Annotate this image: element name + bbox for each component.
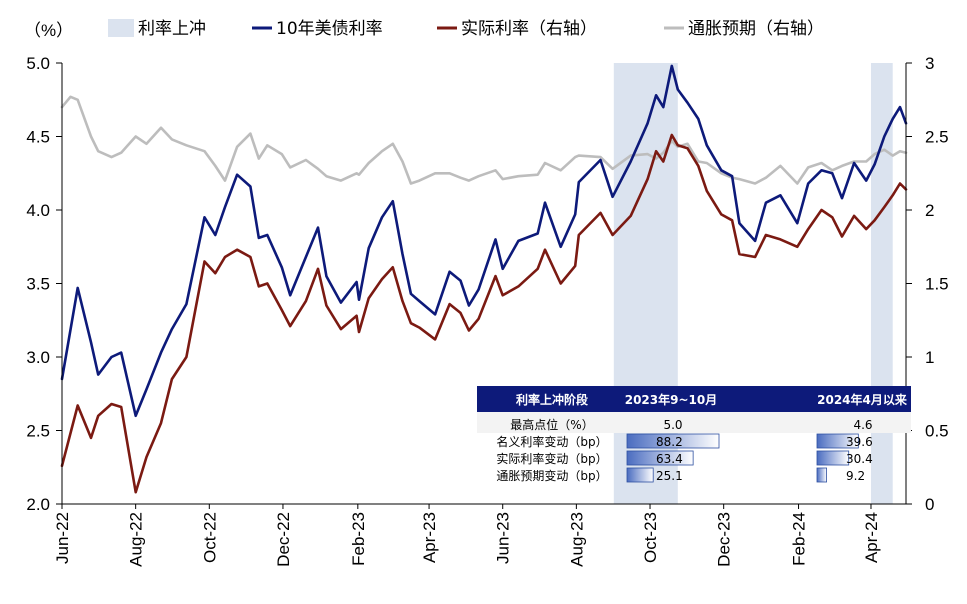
x-tick-label-6: Jun-23 bbox=[494, 512, 513, 564]
table-value-3-1: 9.2 bbox=[846, 469, 865, 483]
right-tick-label-1: 0.5 bbox=[925, 422, 949, 441]
x-tick-label-5: Apr-23 bbox=[420, 512, 439, 563]
table-header-2: 2024年4月以来 bbox=[817, 392, 908, 407]
x-tick-label-11: Apr-24 bbox=[862, 512, 881, 563]
right-axis-ticks: 0 0.5 1 1.5 2 2.5 3 bbox=[906, 54, 949, 514]
right-tick-label-2: 1 bbox=[925, 348, 934, 367]
shaded-period-1 bbox=[870, 63, 893, 504]
left-tick-label-0: 2.0 bbox=[26, 495, 50, 514]
right-tick-label-4: 2 bbox=[925, 201, 934, 220]
series-line-2 bbox=[60, 95, 908, 185]
series-lines bbox=[60, 64, 908, 494]
left-axis-ticks: 2.0 2.5 3.0 3.5 4.0 4.5 5.0 bbox=[26, 54, 62, 514]
x-tick-label-0: Jun-22 bbox=[53, 512, 72, 564]
axes: 2.0 2.5 3.0 3.5 4.0 4.5 5.0 0 0.5 1 1.5 2 2.5 3 Jun-… bbox=[26, 54, 948, 567]
table-bar-3-1 bbox=[816, 467, 827, 483]
table-value-1-1: 39.6 bbox=[846, 435, 873, 449]
table-value-2-0: 63.4 bbox=[656, 452, 683, 466]
table-value-0-0: 5.0 bbox=[663, 418, 682, 432]
table-bar-2-0 bbox=[626, 450, 694, 466]
x-tick-label-2: Oct-22 bbox=[200, 512, 219, 563]
x-tick-label-10: Feb-24 bbox=[790, 512, 809, 566]
right-tick-label-3: 1.5 bbox=[925, 275, 949, 294]
table-row-label-2: 实际利率变动（bp） bbox=[496, 451, 607, 466]
legend-label-2: 实际利率（右轴） bbox=[461, 19, 597, 39]
legend-label-3: 通胀预期（右轴） bbox=[688, 19, 824, 39]
x-tick-label-7: Aug-23 bbox=[567, 512, 586, 567]
x-tick-label-3: Dec-22 bbox=[274, 512, 293, 567]
table-row-bg-0 bbox=[477, 412, 911, 433]
table-bar-1-1 bbox=[816, 433, 859, 449]
left-tick-label-2: 3.0 bbox=[26, 348, 50, 367]
series-line-0 bbox=[60, 64, 908, 418]
table-row-label-0: 最高点位（%） bbox=[510, 417, 593, 432]
table-value-0-1: 4.6 bbox=[853, 418, 872, 432]
right-tick-label-5: 2.5 bbox=[925, 128, 949, 147]
left-tick-label-6: 5.0 bbox=[26, 54, 50, 73]
table-row-label-1: 名义利率变动（bp） bbox=[496, 434, 607, 449]
x-tick-label-4: Feb-23 bbox=[349, 512, 368, 566]
series-line-1 bbox=[60, 133, 908, 494]
left-tick-label-3: 3.5 bbox=[26, 275, 50, 294]
left-tick-label-1: 2.5 bbox=[26, 422, 50, 441]
right-tick-label-0: 0 bbox=[925, 495, 934, 514]
x-tick-label-1: Aug-22 bbox=[127, 512, 146, 567]
legend-swatch-0 bbox=[108, 19, 134, 37]
x-tick-label-8: Oct-23 bbox=[641, 512, 660, 563]
table-header-bg bbox=[477, 386, 911, 412]
x-axis-ticks: Jun-22 Aug-22 Oct-22 Dec-22 Feb-23 Apr-23 Jun-… bbox=[53, 504, 881, 567]
unit-label: （%） bbox=[24, 21, 73, 40]
table-header-0: 利率上冲阶段 bbox=[516, 392, 589, 407]
table-bar-3-0 bbox=[626, 467, 654, 483]
left-tick-label-5: 4.5 bbox=[26, 128, 50, 147]
table-row-label-3: 通胀预期变动（bp） bbox=[496, 468, 607, 483]
table-value-1-0: 88.2 bbox=[656, 435, 683, 449]
legend-label-1: 10年美债利率 bbox=[276, 19, 383, 39]
table-value-2-1: 30.4 bbox=[846, 452, 873, 466]
table-value-3-0: 25.1 bbox=[656, 469, 683, 483]
left-tick-label-4: 4.0 bbox=[26, 201, 50, 220]
table-bar-1-0 bbox=[626, 433, 720, 449]
legend: 利率上冲 10年美债利率 实际利率（右轴） 通胀预期（右轴） bbox=[108, 19, 824, 39]
legend-label-0: 利率上冲 bbox=[138, 19, 206, 39]
x-tick-label-9: Dec-23 bbox=[715, 512, 734, 567]
right-tick-label-6: 3 bbox=[925, 54, 934, 73]
table-bar-2-1 bbox=[816, 450, 850, 466]
table-header-1: 2023年9~10月 bbox=[625, 392, 718, 407]
